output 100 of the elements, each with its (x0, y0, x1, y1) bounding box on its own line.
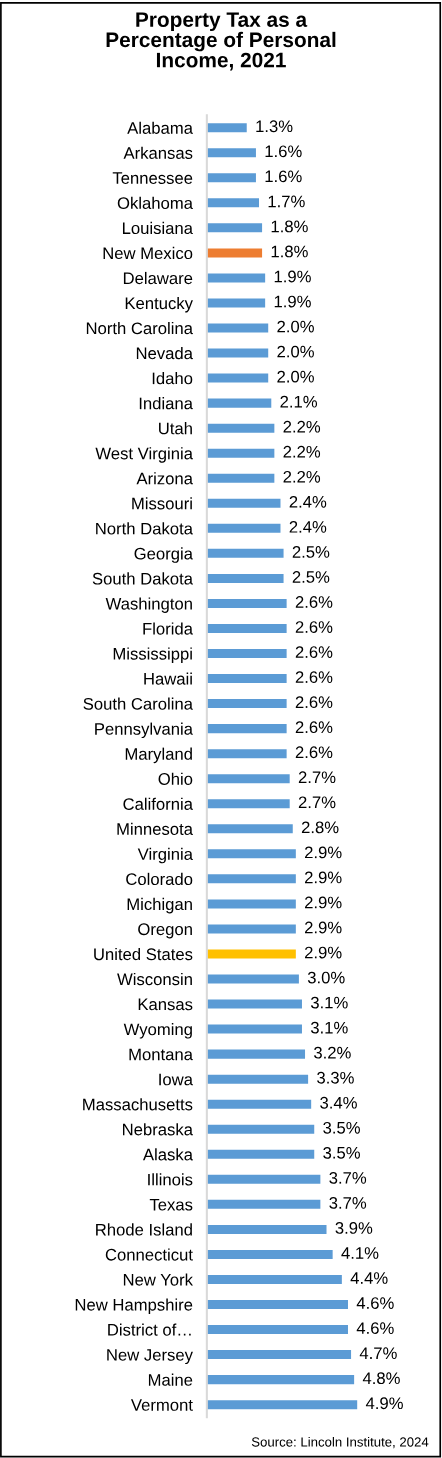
data-label: 2.9% (305, 896, 342, 909)
data-label: 4.1% (341, 1247, 379, 1259)
data-label: 1.9% (274, 270, 311, 283)
data-label: 3.7% (329, 1171, 367, 1184)
bar (206, 598, 287, 608)
data-label: 2.8% (301, 821, 339, 834)
y-tick-label: Alaska (142, 1148, 193, 1161)
bar (206, 1325, 348, 1335)
bar (206, 473, 275, 483)
bar (206, 699, 287, 709)
y-tick-label: New Jersey (107, 1349, 193, 1365)
bar (206, 173, 256, 183)
data-label: 2.6% (295, 696, 333, 709)
y-tick-label: Arkansas (123, 146, 193, 159)
data-label: 2.2% (283, 420, 321, 433)
bar (206, 573, 284, 583)
bar (206, 398, 272, 408)
bar (206, 298, 266, 308)
y-tick-label: Oklahoma (117, 196, 193, 210)
bar (206, 1375, 355, 1385)
bar (206, 674, 287, 684)
bar (206, 498, 281, 508)
bar (206, 999, 302, 1009)
bar (206, 1174, 321, 1184)
data-label: 3.1% (310, 1021, 348, 1034)
data-label: 2.7% (298, 771, 336, 784)
y-tick-label: Rhode Island (96, 1223, 192, 1236)
y-tick-label: Montana (129, 1048, 193, 1061)
data-label: 4.4% (350, 1272, 388, 1284)
bar (206, 1249, 333, 1259)
y-tick-label: District of… (108, 1323, 191, 1336)
bar (206, 1300, 348, 1310)
bar (206, 423, 275, 433)
data-label: 2.0% (277, 320, 314, 333)
data-label: 2.9% (305, 921, 342, 934)
data-label: 2.6% (295, 596, 333, 608)
data-label: 2.6% (295, 646, 333, 658)
bar (206, 1400, 358, 1410)
bar (206, 1124, 315, 1134)
data-label: 2.2% (283, 470, 321, 483)
y-tick-label: Tennessee (112, 172, 193, 184)
y-tick-label: California (123, 797, 193, 810)
data-label: 1.6% (265, 145, 302, 158)
y-tick-label: Nevada (136, 347, 193, 360)
bar (206, 248, 263, 258)
bar (206, 924, 296, 934)
y-tick-label: Kansas (138, 998, 193, 1011)
bar (206, 774, 290, 784)
data-label: 4.6% (356, 1322, 394, 1335)
bar (206, 1049, 306, 1059)
y-tick-label: Kentucky (125, 296, 193, 313)
data-label: 1.8% (271, 220, 308, 233)
y-tick-label: Louisiana (122, 221, 193, 235)
data-label: 2.0% (277, 345, 314, 358)
bar (206, 949, 296, 959)
y-tick-label: Connecticut (105, 1248, 193, 1261)
bar (206, 123, 247, 133)
y-tick-label: Florida (143, 622, 193, 635)
bar (206, 1024, 302, 1034)
bar (206, 148, 256, 158)
bar (206, 348, 269, 358)
data-label: 2.5% (292, 571, 330, 583)
bar (206, 824, 293, 834)
bar (206, 1199, 321, 1209)
source-note: Source: Lincoln Institute, 2024 (251, 1436, 429, 1449)
y-tick-label: Wyoming (123, 1023, 192, 1039)
data-label: 2.0% (277, 370, 314, 383)
data-label: 2.6% (295, 621, 333, 633)
y-tick-label: Minnesota (117, 822, 193, 835)
y-tick-label: New York (123, 1273, 193, 1286)
y-tick-label: Alabama (127, 121, 193, 134)
bar (206, 874, 296, 884)
bar (206, 749, 287, 759)
y-tick-label: Hawaii (144, 672, 192, 685)
data-label: 2.9% (305, 946, 342, 959)
y-tick-label: South Dakota (92, 572, 193, 585)
y-tick-label: Oregon (138, 923, 192, 939)
y-tick-label: Missouri (132, 497, 192, 510)
data-label: 2.5% (292, 546, 330, 558)
bar (206, 323, 269, 333)
bar (206, 448, 275, 458)
y-tick-label: Vermont (130, 1399, 193, 1411)
data-label: 3.5% (323, 1121, 360, 1134)
y-tick-label: Texas (149, 1198, 193, 1211)
y-tick-label: Iowa (159, 1073, 193, 1086)
bar (206, 1074, 309, 1084)
y-tick-label: New Mexico (103, 246, 193, 260)
data-label: 1.9% (274, 295, 311, 308)
data-label: 2.9% (305, 871, 342, 884)
y-tick-label: Delaware (123, 271, 193, 285)
data-label: 2.6% (295, 721, 333, 734)
data-label: 3.9% (335, 1222, 373, 1234)
bar (206, 724, 287, 734)
y-tick-label: Idaho (152, 372, 193, 385)
data-label: 3.2% (314, 1046, 351, 1059)
data-label: 1.3% (256, 120, 293, 133)
data-label: 2.9% (305, 846, 342, 859)
y-tick-label: Maryland (125, 747, 192, 764)
data-label: 4.8% (362, 1372, 400, 1385)
data-label: 2.1% (280, 395, 318, 408)
